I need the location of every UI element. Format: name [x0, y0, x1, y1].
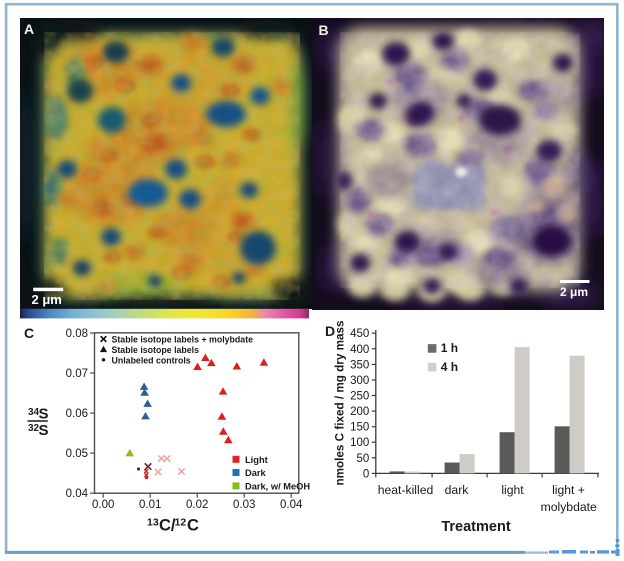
svg-text:A: A — [24, 21, 34, 37]
svg-text:D: D — [325, 323, 335, 339]
svg-text:32: 32 — [28, 423, 40, 434]
svg-text:0.08: 0.08 — [66, 328, 88, 340]
svg-text:light: light — [501, 483, 524, 497]
svg-text:0.01: 0.01 — [139, 499, 161, 511]
svg-text:1 h: 1 h — [441, 341, 458, 355]
svg-text:Dark, w/ MeOH: Dark, w/ MeOH — [245, 481, 310, 491]
svg-text:C/: C/ — [159, 517, 176, 535]
svg-text:Treatment: Treatment — [441, 519, 510, 535]
svg-text:200: 200 — [350, 406, 369, 418]
svg-text:0.03: 0.03 — [233, 499, 255, 511]
svg-text:0.04: 0.04 — [66, 488, 89, 500]
svg-text:nmoles C fixed / mg dry mass: nmoles C fixed / mg dry mass — [334, 320, 347, 485]
svg-text:2 μm: 2 μm — [560, 285, 588, 299]
svg-text:100: 100 — [350, 437, 369, 449]
svg-text:34: 34 — [28, 407, 40, 418]
svg-text:13: 13 — [147, 517, 159, 529]
svg-text:molybdate: molybdate — [541, 500, 597, 514]
svg-text:0.00: 0.00 — [92, 499, 114, 511]
svg-text:350: 350 — [350, 359, 369, 371]
svg-text:2 μm: 2 μm — [32, 292, 62, 307]
svg-text:light +: light + — [552, 483, 585, 497]
svg-text:B: B — [319, 22, 329, 38]
svg-text:250: 250 — [350, 391, 369, 403]
svg-text:300: 300 — [350, 375, 369, 387]
svg-text:0: 0 — [363, 468, 369, 480]
svg-text:Dark: Dark — [245, 468, 267, 478]
svg-text:0.02: 0.02 — [186, 499, 208, 511]
svg-text:S: S — [39, 422, 49, 439]
svg-text:C: C — [187, 517, 199, 535]
svg-text:C: C — [24, 325, 34, 341]
svg-text:dark: dark — [445, 483, 470, 497]
svg-text:4 h: 4 h — [441, 360, 458, 374]
svg-text:0.07: 0.07 — [66, 368, 88, 380]
svg-text:150: 150 — [350, 422, 369, 434]
svg-text:Unlabeled controls: Unlabeled controls — [112, 355, 191, 365]
svg-text:S: S — [39, 406, 49, 423]
svg-text:Stable isotope labels: Stable isotope labels — [112, 345, 200, 355]
svg-text:0.06: 0.06 — [66, 408, 88, 420]
svg-text:50: 50 — [357, 453, 370, 465]
svg-text:400: 400 — [350, 344, 369, 356]
svg-text:450: 450 — [350, 328, 369, 340]
svg-text:12: 12 — [175, 517, 187, 529]
svg-text:0.05: 0.05 — [66, 448, 88, 460]
svg-text:heat-killed: heat-killed — [378, 483, 434, 497]
svg-text:Light: Light — [245, 455, 268, 465]
svg-text:Stable isotope labels + molybd: Stable isotope labels + molybdate — [112, 335, 254, 345]
svg-text:0.04: 0.04 — [280, 499, 303, 511]
